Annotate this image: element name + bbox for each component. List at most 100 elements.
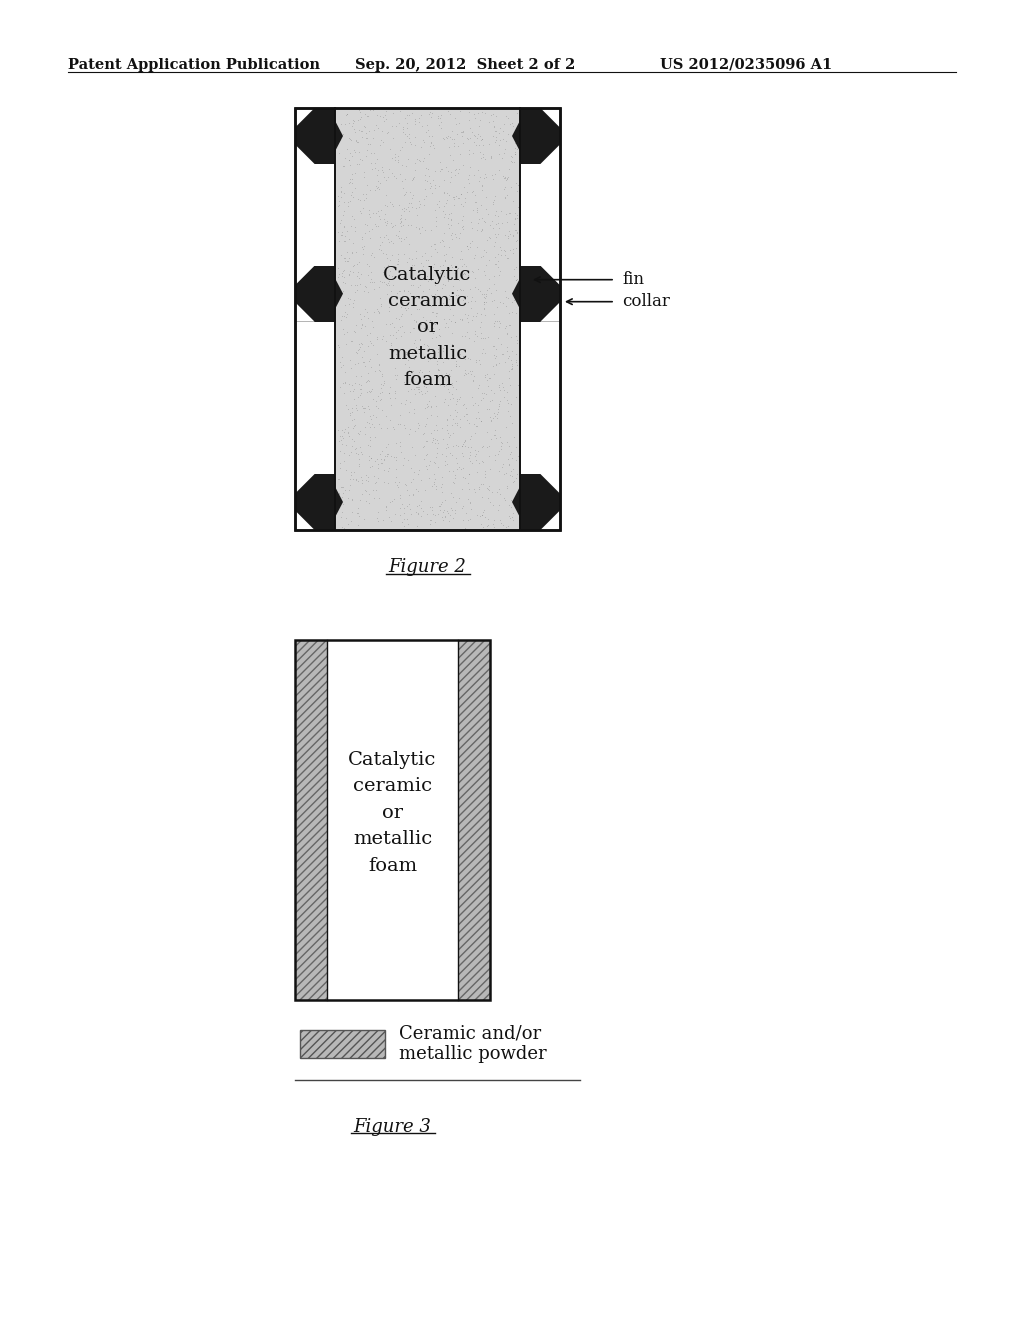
Point	[393, 392, 410, 413]
Point	[485, 513, 502, 535]
Point	[508, 219, 524, 240]
Point	[471, 478, 487, 499]
Point	[444, 436, 461, 457]
Point	[334, 265, 350, 286]
Point	[357, 298, 374, 319]
Point	[411, 149, 427, 170]
Point	[351, 506, 368, 527]
Point	[398, 389, 415, 411]
Point	[411, 376, 427, 397]
Point	[490, 441, 507, 462]
Bar	[295, 640, 327, 1001]
Point	[474, 207, 490, 228]
Point	[360, 351, 377, 372]
Point	[493, 244, 509, 265]
Point	[487, 120, 504, 141]
Point	[398, 298, 415, 319]
Point	[352, 202, 369, 223]
Point	[364, 158, 380, 180]
Point	[434, 492, 451, 513]
Point	[483, 148, 500, 169]
Point	[387, 224, 403, 246]
Point	[439, 100, 456, 121]
Point	[348, 265, 365, 286]
Point	[497, 239, 513, 260]
Point	[500, 347, 516, 368]
Point	[406, 371, 422, 392]
Point	[509, 230, 525, 251]
Point	[336, 247, 352, 268]
Polygon shape	[541, 474, 560, 494]
Point	[349, 503, 366, 524]
Point	[462, 211, 478, 232]
Point	[368, 391, 384, 412]
Point	[346, 140, 362, 161]
Point	[509, 222, 525, 243]
Point	[337, 226, 353, 247]
Bar	[520, 265, 560, 322]
Point	[433, 158, 450, 180]
Point	[411, 376, 427, 397]
Point	[361, 426, 378, 447]
Point	[501, 506, 517, 527]
Point	[391, 413, 408, 434]
Point	[416, 334, 432, 355]
Point	[393, 442, 410, 463]
Point	[458, 397, 474, 418]
Point	[358, 465, 375, 486]
Point	[381, 158, 397, 180]
Point	[477, 288, 494, 309]
Point	[436, 128, 453, 149]
Point	[348, 470, 365, 491]
Point	[361, 348, 378, 370]
Point	[481, 226, 498, 247]
Point	[465, 395, 481, 416]
Point	[416, 375, 432, 396]
Point	[407, 420, 423, 441]
Point	[486, 116, 503, 137]
Point	[347, 220, 364, 242]
Point	[464, 260, 480, 281]
Point	[426, 451, 442, 473]
Point	[349, 342, 366, 363]
Point	[358, 145, 375, 166]
Point	[472, 280, 488, 301]
Point	[344, 181, 360, 202]
Point	[334, 224, 350, 246]
Point	[492, 312, 508, 333]
Point	[348, 397, 365, 418]
Point	[485, 313, 502, 334]
Point	[427, 215, 443, 236]
Point	[455, 434, 471, 455]
Point	[376, 449, 392, 470]
Point	[428, 352, 444, 374]
Point	[468, 351, 484, 372]
Point	[482, 147, 499, 168]
Bar	[295, 474, 335, 531]
Point	[407, 125, 423, 147]
Point	[490, 123, 507, 144]
Point	[415, 306, 431, 327]
Point	[509, 223, 525, 244]
Point	[427, 428, 443, 449]
Point	[374, 232, 390, 253]
Polygon shape	[335, 279, 343, 309]
Point	[507, 326, 523, 347]
Point	[436, 308, 453, 329]
Point	[368, 115, 384, 136]
Point	[492, 260, 508, 281]
Point	[345, 112, 361, 133]
Point	[360, 308, 377, 329]
Point	[473, 389, 489, 411]
Point	[476, 383, 493, 404]
Point	[396, 297, 413, 318]
Point	[446, 502, 463, 523]
Bar	[295, 265, 335, 322]
Point	[467, 393, 483, 414]
Point	[495, 165, 511, 186]
Point	[343, 397, 359, 418]
Point	[347, 216, 364, 238]
Point	[466, 413, 482, 434]
Point	[379, 248, 395, 269]
Point	[476, 286, 493, 308]
